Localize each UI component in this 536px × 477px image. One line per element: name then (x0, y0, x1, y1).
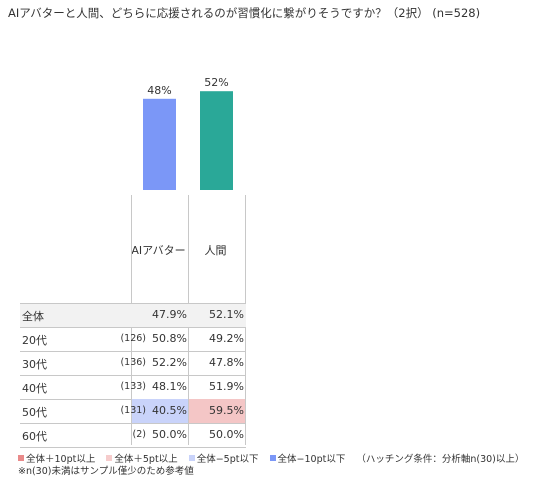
row-divider (20, 447, 246, 448)
legend-item: 全体＋10pt以上 (18, 451, 95, 465)
cell-value: 48.1% (152, 380, 187, 393)
legend-item: 全体＋5pt以上 (106, 451, 178, 465)
table-row: 30代 (136) 52.2% 47.8% (20, 351, 246, 375)
legend-swatch (188, 455, 195, 461)
cell-value: 52.2% (152, 356, 187, 369)
row-divider (20, 351, 246, 352)
row-divider (20, 423, 246, 424)
legend-item: 全体−10pt以下 (269, 451, 346, 465)
table-row: 60代 (2) 50.0% 50.0% (20, 423, 246, 447)
row-divider (20, 327, 246, 328)
legend-swatch (18, 455, 24, 461)
row-label: 全体 (22, 310, 44, 323)
cell-value: 47.8% (209, 356, 244, 369)
cell-value: 40.5% (152, 404, 187, 417)
row-divider (20, 303, 246, 304)
row-label: 20代 (22, 334, 47, 347)
column-header-human: 人間 (204, 244, 227, 257)
legend-swatch (269, 455, 276, 461)
legend-item: 全体−5pt以下 (188, 451, 259, 465)
legend-label: 全体＋10pt以上 (26, 454, 96, 465)
row-label: 30代 (22, 358, 47, 371)
sample-size: (2) (132, 429, 146, 440)
cell-value: 49.2% (209, 332, 244, 345)
cell-value: 50.0% (152, 428, 187, 441)
legend-swatch (106, 455, 113, 461)
cell-value: 47.9% (152, 308, 187, 321)
bar-value-label: 48% (147, 84, 171, 97)
legend-label: 全体−10pt以下 (277, 454, 346, 465)
cell-value: 59.5% (209, 404, 244, 417)
highlight-cell (189, 399, 245, 423)
table-row: 40代 (133) 48.1% 51.9% (20, 375, 246, 399)
sample-size: (133) (120, 381, 146, 392)
column-header-ai-avatar: AIアバター (131, 244, 186, 257)
highlight-cell (132, 399, 188, 423)
chart-title: AIアバターと人間、どちらに応援されるのが習慣化に繋がりそうですか？（2択） (… (8, 6, 481, 20)
cell-value: 52.1% (209, 308, 244, 321)
table-row-total: 全体 47.9% 52.1% (20, 303, 246, 327)
legend-label: 全体−5pt以下 (196, 454, 259, 465)
sample-size: (131) (120, 405, 146, 416)
bar-chart: 48% 52% (143, 76, 233, 190)
cell-value: 50.0% (209, 428, 244, 441)
bar-ai-avatar (143, 98, 176, 190)
bar-value-label: 52% (204, 76, 228, 89)
bar-human (200, 91, 233, 190)
cell-value: 50.8% (152, 332, 187, 345)
sample-size: (136) (120, 357, 146, 368)
cell-value: 51.9% (209, 380, 244, 393)
row-divider (20, 375, 246, 376)
row-label: 50代 (22, 406, 47, 419)
table-row: 20代 (126) 50.8% 49.2% (20, 327, 246, 351)
table-row: 50代 (131) 40.5% 59.5% (20, 399, 246, 423)
row-label: 60代 (22, 430, 47, 443)
row-label: 40代 (22, 382, 47, 395)
footnote: ※n(30)未満はサンプル僅少のため参考値 (18, 466, 194, 477)
legend-label: 全体＋5pt以上 (114, 454, 178, 465)
sample-size: (126) (120, 333, 146, 344)
legend: 全体＋10pt以上 全体＋5pt以上 全体−5pt以下 全体−10pt以下 （ハ… (18, 451, 524, 465)
hatching-condition: （ハッチング条件：分析軸n(30)以上） (356, 454, 525, 465)
